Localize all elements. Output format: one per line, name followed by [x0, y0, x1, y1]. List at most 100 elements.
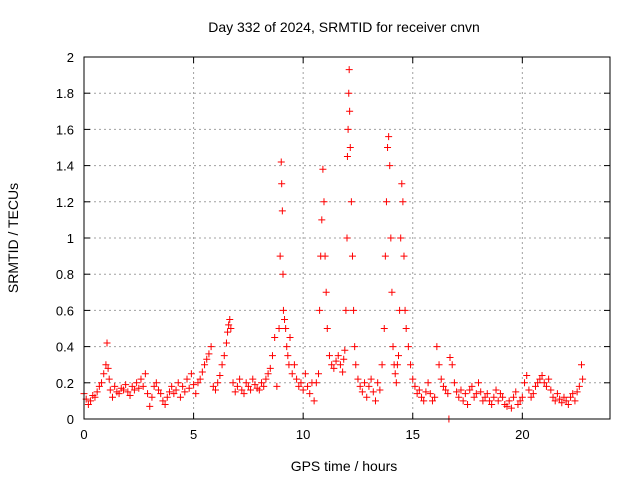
chart-title: Day 332 of 2024, SRMTID for receiver cnv…	[208, 19, 480, 35]
y-tick-label: 1.4	[56, 159, 74, 174]
x-axis-label: GPS time / hours	[291, 458, 398, 474]
data-point	[321, 252, 329, 260]
data-point	[507, 404, 515, 412]
data-point	[542, 382, 550, 390]
x-tick-label: 0	[80, 427, 87, 442]
data-point	[146, 402, 154, 410]
data-point	[483, 390, 491, 398]
data-point	[343, 234, 351, 242]
data-point	[141, 370, 149, 378]
data-point	[201, 361, 209, 369]
data-point	[225, 321, 233, 329]
plot-frame	[83, 56, 611, 420]
data-point	[415, 386, 423, 394]
x-tick-label: 10	[296, 427, 310, 442]
data-point	[268, 352, 276, 360]
data-point	[413, 390, 421, 398]
data-point	[176, 393, 184, 401]
data-point	[105, 375, 113, 383]
data-point	[187, 370, 195, 378]
data-point	[398, 180, 406, 188]
data-point	[150, 382, 158, 390]
data-point	[400, 252, 408, 260]
data-point	[102, 361, 110, 369]
data-point	[346, 107, 354, 115]
data-point	[575, 382, 583, 390]
data-point	[547, 386, 555, 394]
data-point	[343, 153, 351, 161]
data-point	[525, 386, 533, 394]
data-point	[130, 386, 138, 394]
data-point	[485, 397, 493, 405]
data-point	[339, 368, 347, 376]
data-point	[387, 234, 395, 242]
data-point	[351, 343, 359, 351]
data-point	[426, 390, 434, 398]
data-point	[174, 379, 182, 387]
data-point	[531, 382, 539, 390]
data-point	[185, 384, 193, 392]
data-point	[148, 393, 156, 401]
data-point	[84, 401, 92, 409]
data-point	[318, 216, 326, 224]
data-point	[323, 325, 331, 332]
data-point	[437, 375, 445, 383]
data-point	[319, 165, 327, 173]
data-point	[119, 386, 127, 394]
data-point	[334, 352, 342, 360]
y-tick-label: 0.2	[56, 376, 74, 391]
data-point	[312, 379, 320, 387]
data-point	[386, 162, 394, 170]
data-point	[459, 397, 467, 405]
data-point	[393, 361, 401, 369]
data-point	[389, 343, 397, 351]
data-point	[95, 382, 103, 390]
data-point	[367, 375, 375, 383]
data-point	[346, 144, 354, 151]
data-point	[352, 361, 360, 369]
data-point	[384, 144, 392, 151]
data-point	[315, 370, 323, 378]
data-point	[276, 252, 284, 260]
data-point	[363, 393, 371, 401]
data-point	[229, 379, 237, 387]
data-point	[284, 352, 292, 360]
data-point	[279, 306, 287, 314]
data-point	[558, 399, 566, 407]
data-point	[464, 401, 472, 409]
y-tick-label: 0.8	[56, 267, 74, 282]
data-point	[479, 397, 487, 405]
data-point	[108, 393, 116, 401]
data-point	[87, 397, 95, 405]
data-point	[251, 381, 259, 389]
data-point	[231, 388, 239, 396]
data-point	[190, 381, 198, 389]
data-point	[103, 339, 111, 347]
data-point	[567, 393, 575, 401]
data-point	[457, 386, 465, 394]
data-point	[214, 379, 222, 387]
data-point	[529, 390, 537, 398]
data-point	[391, 370, 399, 378]
data-point	[433, 343, 441, 351]
data-point	[345, 89, 353, 97]
data-point	[424, 379, 432, 387]
data-point	[512, 388, 520, 396]
data-point	[380, 325, 388, 332]
x-tick-label: 15	[406, 427, 420, 442]
data-point	[128, 382, 136, 390]
data-point	[442, 386, 450, 394]
data-point	[521, 379, 529, 387]
y-tick-label: 1	[67, 231, 74, 246]
data-point	[266, 364, 274, 372]
axis-ticks: 00.20.40.60.811.21.41.61.820 5 10 15 20	[56, 50, 610, 442]
data-point	[534, 379, 542, 387]
data-point	[345, 66, 353, 74]
data-point	[152, 379, 160, 387]
data-point	[450, 379, 458, 387]
data-point	[278, 207, 286, 215]
data-point	[316, 306, 324, 314]
data-point	[404, 343, 412, 351]
data-point	[293, 375, 301, 383]
data-point	[227, 325, 235, 332]
